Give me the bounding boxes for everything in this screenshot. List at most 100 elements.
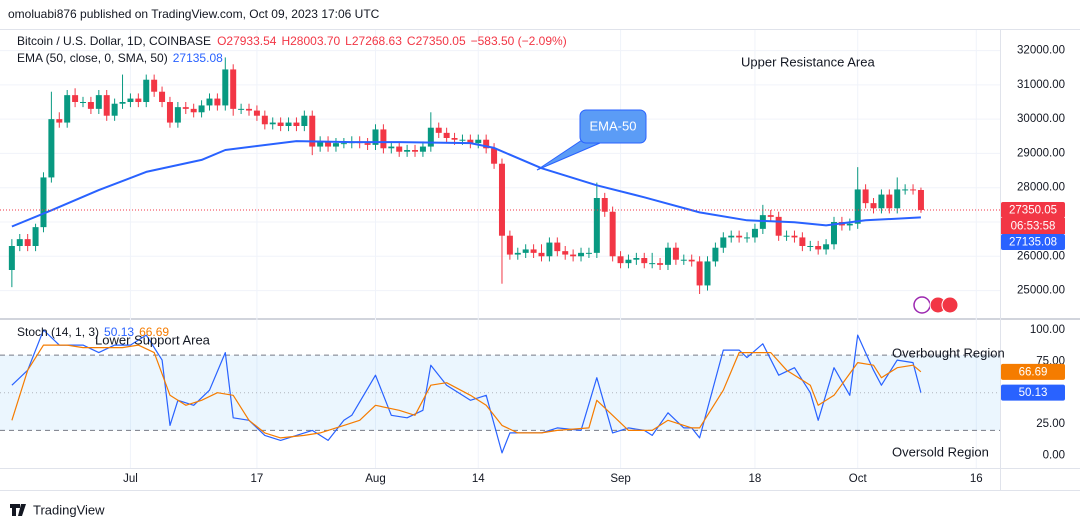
candle-body xyxy=(791,235,798,238)
last-price-label-box xyxy=(1001,201,1065,218)
candle-body xyxy=(886,194,893,209)
candle-body xyxy=(672,247,679,260)
y-tick-label: 25.00 xyxy=(1036,418,1065,430)
candle-body xyxy=(506,235,513,255)
last-price-label: 27350.05 xyxy=(1009,205,1057,217)
candle-body xyxy=(238,108,245,110)
candle-body xyxy=(16,239,23,246)
y-tick-label: 25000.00 xyxy=(1017,285,1065,297)
brand-name: TradingView xyxy=(33,502,105,517)
series-line xyxy=(11,329,922,454)
y-tick-label: 0.00 xyxy=(1043,449,1065,461)
candle-body xyxy=(293,122,300,126)
candle-body xyxy=(380,129,387,149)
candle-body xyxy=(491,148,498,164)
x-tick-label: Sep xyxy=(610,473,630,485)
candle-body xyxy=(846,223,853,226)
candle-body xyxy=(657,263,664,265)
flag-icon xyxy=(941,296,959,314)
resistance-annotation: Upper Resistance Area xyxy=(741,54,875,69)
candle-body xyxy=(878,194,885,209)
candle-body xyxy=(119,102,126,104)
candle-body xyxy=(815,246,822,250)
candle-body xyxy=(182,107,189,109)
y-tick-label: 26000.00 xyxy=(1017,250,1065,262)
candle-body xyxy=(166,102,173,123)
candle-body xyxy=(332,143,339,147)
x-tick-label: 16 xyxy=(970,473,983,485)
candle-body xyxy=(483,139,490,149)
candle-body xyxy=(736,235,743,238)
legend-close: C27350.05 xyxy=(407,34,466,48)
x-tick-label: 17 xyxy=(251,473,264,485)
candle-body xyxy=(127,98,134,102)
candle-body xyxy=(285,122,292,126)
stoch-value-label: 50.13 xyxy=(1019,387,1048,399)
candle-body xyxy=(48,119,55,178)
candle-body xyxy=(95,95,102,109)
candle-body xyxy=(317,141,324,147)
candle-body xyxy=(40,177,47,228)
candle-body xyxy=(159,91,166,102)
symbol-title: Bitcoin / U.S. Dollar, 1D, COINBASE xyxy=(17,34,211,48)
candle-body xyxy=(135,98,142,102)
candle-body xyxy=(64,95,71,123)
candle-body xyxy=(680,259,687,261)
y-tick-label: 29000.00 xyxy=(1017,147,1065,159)
candle-body xyxy=(340,143,347,145)
candle-body xyxy=(538,252,545,257)
candle-body xyxy=(246,108,253,111)
candle-body xyxy=(649,263,656,265)
candle-body xyxy=(641,258,648,264)
oversold-annotation: Oversold Region xyxy=(892,444,989,459)
candle-body xyxy=(601,198,608,212)
candle-body xyxy=(625,259,632,264)
candle-body xyxy=(712,247,719,262)
legend-open: O27933.54 xyxy=(217,34,277,48)
candle-body xyxy=(664,247,671,265)
candle-body xyxy=(103,95,110,116)
candle-body xyxy=(174,107,181,123)
support-annotation: Lower Support Area xyxy=(95,332,211,347)
candle-body xyxy=(554,242,561,252)
candle-body xyxy=(87,102,94,109)
ema-name: EMA (50, close, 0, SMA, 50) xyxy=(17,51,168,65)
candle-body xyxy=(775,216,782,236)
candle-body xyxy=(744,237,751,239)
candle-body xyxy=(633,258,640,260)
stoch-d-value: 66.69 xyxy=(139,325,169,339)
x-tick-label: 18 xyxy=(749,473,762,485)
callout-box xyxy=(579,109,647,144)
labels: Bitcoin / U.S. Dollar, 1D, COINBASE O2793… xyxy=(10,34,1005,517)
candle-body xyxy=(230,69,237,109)
candle-body xyxy=(830,222,837,245)
candle-body xyxy=(498,163,505,236)
candle-body xyxy=(427,127,434,147)
candle-body xyxy=(570,254,577,257)
candle-body xyxy=(609,211,616,257)
candle-body xyxy=(854,189,861,224)
countdown-box xyxy=(1001,217,1065,234)
stoch-k-value: 50.13 xyxy=(104,325,134,339)
candle-body xyxy=(751,228,758,238)
candle-body xyxy=(546,242,553,257)
x-tick-label: Aug xyxy=(365,473,385,485)
candle-body xyxy=(767,215,774,217)
candle-body xyxy=(301,115,308,126)
candle-body xyxy=(396,146,403,152)
candle-body xyxy=(585,252,592,254)
candle-body xyxy=(143,79,150,102)
candle-body xyxy=(8,246,15,270)
stoch-value-label-box xyxy=(1001,363,1065,380)
publisher-header: omoluabi876 published on TradingView.com… xyxy=(8,7,380,21)
series-line xyxy=(11,344,922,439)
candle-body xyxy=(720,237,727,248)
candle-body xyxy=(404,150,411,152)
candle-body xyxy=(459,139,466,141)
candle-body xyxy=(910,189,917,191)
candle-body xyxy=(530,249,537,253)
candle-body xyxy=(759,215,766,229)
candle-body xyxy=(111,103,118,116)
